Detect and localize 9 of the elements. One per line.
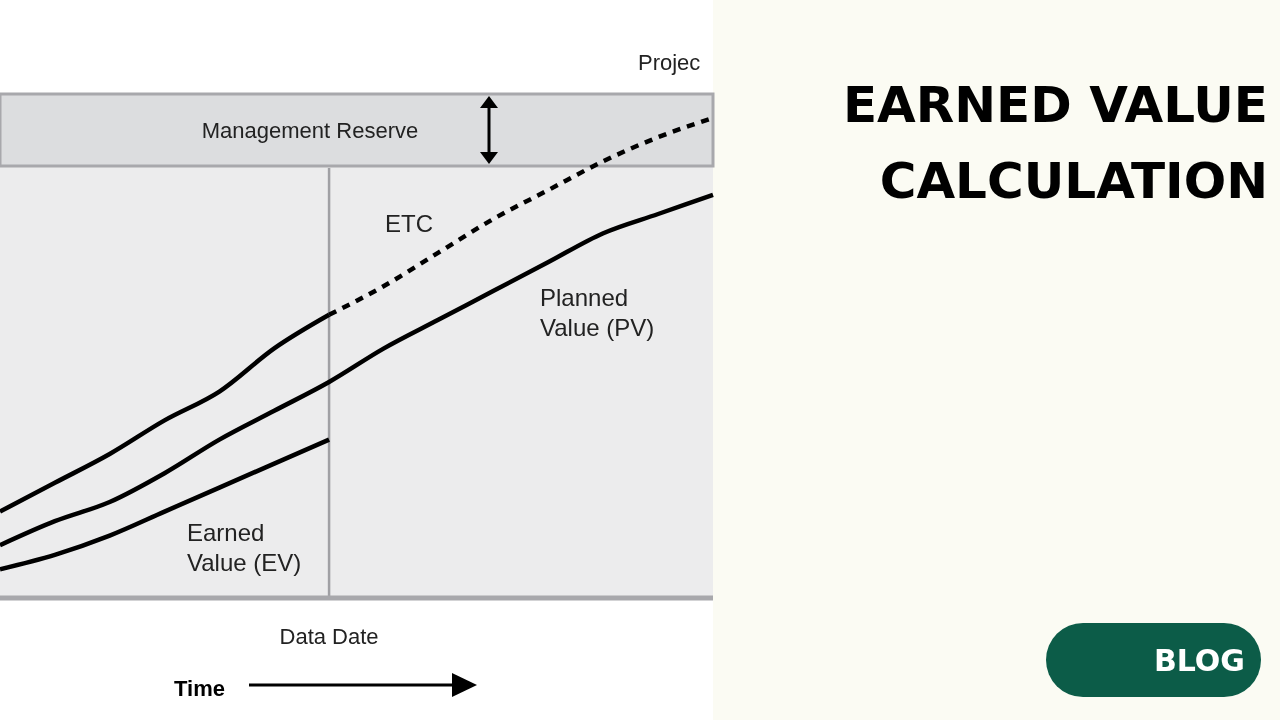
series-label: ETC	[385, 210, 433, 237]
series-label: Planned Value (PV)	[540, 284, 655, 341]
band-label: Management Reserve	[201, 118, 419, 143]
series-label: Earned Value (EV)	[187, 519, 302, 576]
text: BLOG	[1153, 643, 1245, 678]
x-axis-title: Time	[174, 676, 225, 701]
text: Data Date	[279, 624, 379, 649]
text: EARNED VALUE CALCULATION	[842, 76, 1268, 210]
text: Projec	[638, 50, 701, 75]
